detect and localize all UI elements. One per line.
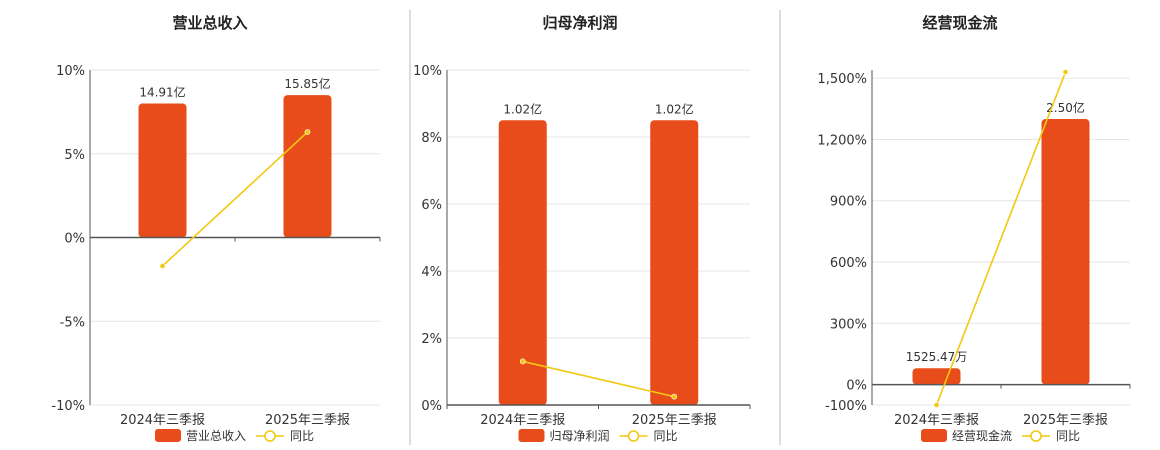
legend-line-marker (1030, 430, 1042, 442)
chart-title: 经营现金流 (922, 14, 997, 32)
y-tick-label: 900% (830, 195, 867, 210)
chart-2: 归母净利润 10% 8% 6% 4% 2% 0% 1.02亿 1.02亿 2024年三季报 2025… (413, 14, 751, 443)
legend-line-label: 同比 (654, 429, 678, 443)
yoy-point (519, 358, 526, 365)
bar (498, 120, 547, 405)
x-tick-label: 2024年三季报 (120, 413, 205, 428)
x-tick-label: 2025年三季报 (1023, 413, 1108, 428)
yoy-point (1062, 69, 1069, 75)
legend: 经营现金流 同比 (921, 428, 1080, 443)
y-tick-label: 2% (421, 332, 442, 347)
yoy-point (671, 393, 678, 400)
legend: 归母净利润 同比 (518, 429, 678, 443)
y-tick-label: 1,500% (817, 72, 867, 87)
legend-bar-swatch (921, 429, 947, 442)
bar (650, 120, 699, 405)
legend-bar-swatch (518, 429, 545, 442)
y-tick-label: 0% (846, 379, 867, 394)
chart-3: 经营现金流 1,500% 1,200% 900% 600% 300% 0% -100% 1525… (817, 14, 1131, 443)
x-tick-label: 2025年三季报 (265, 413, 350, 428)
bar (138, 103, 187, 238)
bar-value-label: 15.85亿 (284, 76, 330, 91)
yoy-point (304, 129, 311, 135)
bar (283, 95, 332, 238)
yoy-line (161, 131, 309, 267)
y-tick-label: -10% (51, 399, 85, 414)
x-tick-label: 2024年三季报 (480, 413, 565, 428)
bar-value-label: 2.50亿 (1046, 100, 1085, 115)
yoy-point (159, 263, 166, 269)
legend-bar-swatch (155, 429, 181, 442)
chart-title: 营业总收入 (172, 14, 247, 32)
legend-bar-label: 营业总收入 (186, 429, 246, 443)
x-tick-label: 2025年三季报 (632, 413, 717, 428)
legend-line-label: 同比 (1056, 429, 1080, 443)
legend-bar-label: 归母净利润 (550, 429, 610, 443)
legend-line-marker (264, 430, 276, 442)
bar-value-label: 14.91亿 (139, 85, 185, 100)
y-tick-label: 0% (421, 399, 442, 414)
bar (912, 368, 961, 385)
y-tick-label: 4% (421, 265, 442, 280)
bar-value-label: 1525.47万 (906, 350, 968, 364)
chart-1: 营业总收入 10% 5% 0% -5% -10% 14.91亿 15.85亿 2024年三季报 2… (51, 14, 381, 443)
x-tick-label: 2024年三季报 (894, 413, 979, 428)
legend: 营业总收入 同比 (155, 429, 314, 443)
chart-title: 归母净利润 (542, 14, 617, 32)
legend-bar-label: 经营现金流 (952, 428, 1012, 443)
legend-line-label: 同比 (290, 429, 314, 443)
y-tick-label: -100% (825, 399, 867, 414)
yoy-line (935, 71, 1067, 406)
yoy-point (933, 402, 940, 408)
y-tick-label: -5% (60, 315, 85, 330)
legend-line-marker (627, 430, 640, 442)
y-tick-label: 8% (421, 131, 442, 146)
y-tick-label: 6% (421, 198, 442, 213)
yoy-line (522, 360, 675, 398)
bar-value-label: 1.02亿 (503, 101, 542, 116)
bar-value-label: 1.02亿 (655, 101, 694, 116)
y-tick-label: 300% (830, 317, 867, 332)
y-tick-label: 0% (64, 232, 85, 247)
y-tick-label: 600% (830, 256, 867, 271)
y-tick-label: 10% (413, 64, 442, 79)
y-tick-label: 5% (64, 148, 85, 163)
y-tick-label: 1,200% (817, 133, 867, 148)
bar (1041, 119, 1090, 385)
y-tick-label: 10% (56, 64, 85, 79)
